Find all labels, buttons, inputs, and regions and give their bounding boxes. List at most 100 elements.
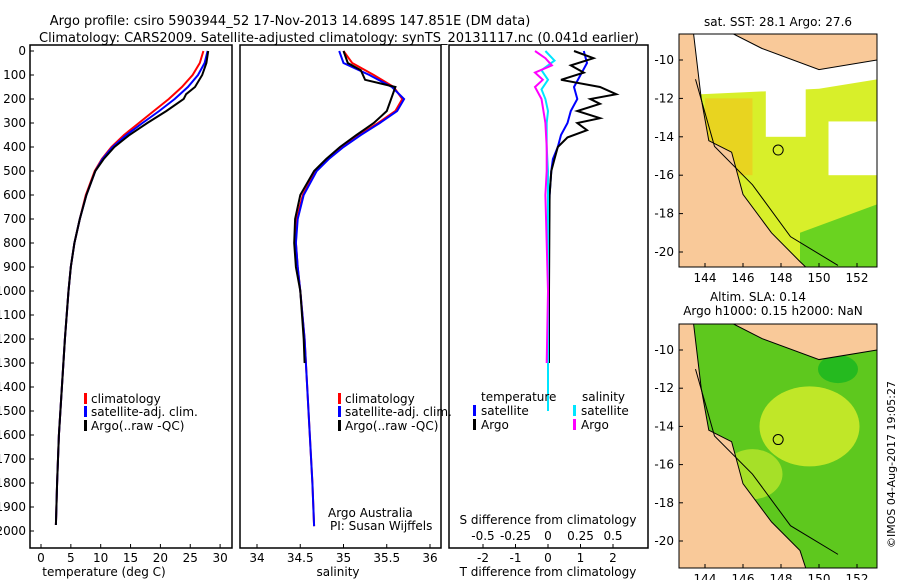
sla-map-title-1: Altim. SLA: 0.14	[710, 290, 806, 304]
profile-location-marker	[772, 144, 784, 156]
bathymetry-contour	[695, 79, 839, 266]
series-line-argo-raw-qc-	[54, 50, 210, 526]
legend-argo: Argo(..raw -QC)	[345, 419, 438, 433]
depth-tick-label: 700	[3, 212, 26, 226]
depth-tick-label: 600	[3, 188, 26, 202]
x-tick-label: -2	[477, 551, 489, 565]
depth-tick-label: 1000	[0, 284, 26, 298]
map-content	[679, 324, 877, 568]
difference-panel: -2 -1 0 1 2 -0.5 -0.25 0 0.25 0.5	[448, 44, 649, 565]
legend-satellite: satellite-adj. clim.	[91, 405, 198, 419]
depth-tick-label: 1800	[0, 476, 26, 490]
imos-credit: ©IMOS 04-Aug-2017 19:05:27	[885, 381, 898, 548]
cloud-gap	[828, 121, 877, 176]
depth-tick-label: 1200	[0, 332, 26, 346]
lat-tick-label: -18	[654, 207, 674, 221]
x-tick-label: 20	[153, 551, 168, 565]
lon-tick-label: 146	[732, 271, 755, 285]
lon-tick-label: 152	[846, 271, 869, 285]
land-australia	[679, 34, 807, 267]
legend-t-argo: Argo	[481, 418, 509, 432]
lat-tick-label: -10	[654, 53, 674, 67]
annotation-pi: PI: Susan Wijffels	[330, 519, 432, 533]
lat-tick-label: -16	[654, 458, 674, 472]
legend-swatch-argo	[84, 420, 87, 431]
x-tick-label: 0	[37, 551, 45, 565]
depth-tick-label: 1100	[0, 308, 26, 322]
legend-t-satellite: satellite	[481, 404, 529, 418]
x-tick-label: 34.5	[287, 551, 314, 565]
legend-argo: Argo(..raw -QC)	[91, 419, 184, 433]
lat-tick-label: -10	[654, 343, 674, 357]
depth-tick-label: 100	[3, 68, 26, 82]
title-line-1: Argo profile: csiro 5903944_52 17-Nov-20…	[50, 14, 531, 29]
legend-swatch-argo	[338, 420, 341, 431]
series-line-temperature-argo	[548, 50, 620, 363]
bathymetry-contour	[695, 368, 839, 555]
map-content	[679, 34, 877, 267]
map-frame	[678, 323, 878, 569]
temperature-legend: climatology satellite-adj. clim. Argo(..…	[84, 392, 198, 433]
sst-map-title: sat. SST: 28.1 Argo: 27.6	[704, 15, 852, 29]
map-frame	[678, 33, 878, 268]
temperature-panel: 0100200300400500600700800900100011001200…	[0, 44, 233, 565]
cloud-gap	[765, 88, 806, 137]
depth-tick-label: 1300	[0, 356, 26, 370]
lon-tick-label: 148	[770, 572, 793, 580]
lat-tick-label: -12	[654, 381, 674, 395]
depth-tick-label: 800	[3, 236, 26, 250]
t-diff-xlabel: T difference from climatology	[459, 565, 637, 579]
legend-swatch-s-argo	[573, 419, 576, 430]
legend-swatch-satellite	[338, 406, 341, 417]
x-tick-label: 10	[93, 551, 108, 565]
lat-tick-label: -16	[654, 168, 674, 182]
legend-swatch-t-satellite	[473, 405, 476, 416]
legend-swatch-climatology	[84, 393, 87, 404]
depth-tick-label: 300	[3, 116, 26, 130]
legend-title-temperature: temperature	[481, 390, 556, 404]
sla-high	[759, 386, 860, 467]
panel-frame	[239, 44, 442, 549]
panel-frame	[29, 44, 233, 549]
lon-tick-label: 150	[808, 271, 831, 285]
salinity-xlabel: salinity	[316, 565, 359, 579]
series-line-satellite-adj-clim-	[294, 50, 406, 527]
x-tick-label: 15	[123, 551, 138, 565]
salinity-legend: climatology satellite-adj. clim. Argo(..…	[328, 392, 452, 533]
depth-tick-label: 0	[18, 44, 26, 58]
depth-tick-label: 1500	[0, 404, 26, 418]
x-tick-label: 25	[183, 551, 198, 565]
depth-tick-label: 1400	[0, 380, 26, 394]
lat-tick-label: -20	[654, 245, 674, 259]
legend-satellite: satellite-adj. clim.	[345, 405, 452, 419]
salinity-panel: 34 34.5 35 35.5 36	[239, 44, 442, 565]
x-tick-label: 5	[67, 551, 75, 565]
x2-tick-label: -0.25	[500, 529, 531, 543]
x2-tick-label: 0.25	[567, 529, 594, 543]
x-tick-label: 35.5	[373, 551, 400, 565]
lat-tick-label: -20	[654, 534, 674, 548]
depth-tick-label: 200	[3, 92, 26, 106]
x2-tick-label: -0.5	[471, 529, 494, 543]
legend-climatology: climatology	[345, 392, 415, 406]
depth-tick-label: 1700	[0, 452, 26, 466]
lon-tick-label: 146	[732, 572, 755, 580]
x-tick-label: 30	[212, 551, 227, 565]
lat-tick-label: -18	[654, 496, 674, 510]
legend-s-satellite: satellite	[581, 404, 629, 418]
difference-legend: temperature salinity satellite Argo sate…	[473, 390, 629, 432]
land-australia	[679, 324, 807, 568]
legend-swatch-satellite	[84, 406, 87, 417]
annotation-argo-australia: Argo Australia	[328, 506, 413, 520]
depth-tick-label: 900	[3, 260, 26, 274]
legend-swatch-s-satellite	[573, 405, 576, 416]
sst-map: 144 146 148 150 152 -10 -12 -14 -16 -18 -20	[654, 33, 878, 285]
sla-map: 144 146 148 150 152 -10 -12 -14 -16 -18 -20	[654, 323, 878, 580]
lat-tick-label: -14	[654, 130, 674, 144]
depth-tick-label: 500	[3, 164, 26, 178]
temperature-xlabel: temperature (deg C)	[42, 565, 165, 579]
lon-tick-label: 150	[808, 572, 831, 580]
lat-tick-label: -14	[654, 419, 674, 433]
x-tick-label: 36	[422, 551, 437, 565]
